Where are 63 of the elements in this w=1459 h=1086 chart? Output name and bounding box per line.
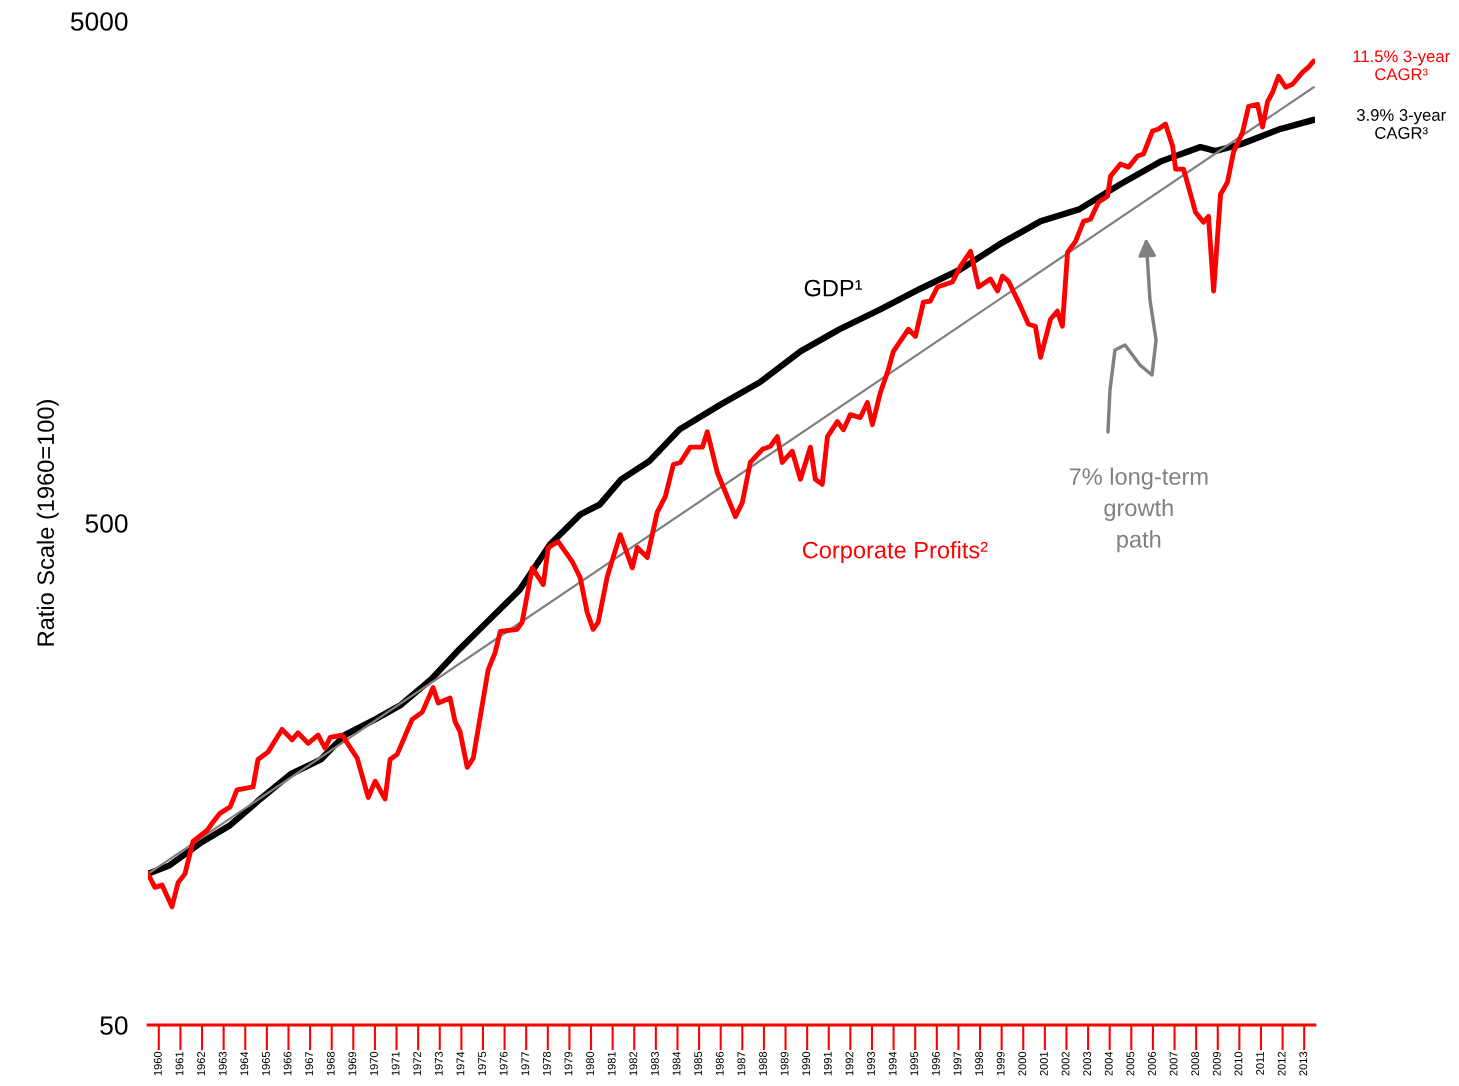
x-tick-label: 1971 (391, 1051, 400, 1076)
x-tick-label: 1969 (348, 1051, 357, 1076)
series-label: GDP¹ (804, 279, 863, 297)
x-tick-label: 2003 (1083, 1051, 1092, 1076)
annotation: 11.5% 3-year CAGR³ (1353, 50, 1450, 81)
x-tick-label: 1967 (305, 1051, 314, 1076)
x-tick-label: 2012 (1277, 1051, 1286, 1076)
x-tick-label: 1986 (715, 1051, 724, 1076)
x-tick-label: 1996 (931, 1051, 940, 1076)
x-tick-label: 1968 (326, 1051, 335, 1076)
x-tick-label: 2000 (1018, 1051, 1027, 1076)
y-axis-title: Ratio Scale (1960=100) (36, 400, 59, 646)
x-tick-label: 1987 (737, 1051, 746, 1076)
x-tick-label: 1997 (953, 1051, 962, 1076)
x-tick-label: 1992 (845, 1051, 854, 1076)
x-tick-label: 2002 (1061, 1051, 1070, 1076)
x-tick-label: 2008 (1191, 1051, 1200, 1076)
x-tick-label: 1994 (888, 1051, 897, 1076)
x-tick-label: 1985 (694, 1051, 703, 1076)
x-tick-label: 2013 (1299, 1051, 1308, 1076)
x-tick-label: 1979 (564, 1051, 573, 1076)
x-tick-label: 2009 (1212, 1051, 1221, 1076)
x-tick-label: 1962 (197, 1051, 206, 1076)
x-tick-label: 2010 (1234, 1051, 1243, 1076)
x-tick-label: 2007 (1169, 1051, 1178, 1076)
x-tick-label: 1982 (629, 1051, 638, 1076)
x-tick-label: 1983 (650, 1051, 659, 1076)
x-tick-label: 1973 (434, 1051, 443, 1076)
x-tick-label: 1977 (521, 1051, 530, 1076)
y-tick-label: 500 (85, 514, 128, 533)
x-tick-label: 1974 (456, 1051, 465, 1076)
x-tick-label: 1978 (542, 1051, 551, 1076)
x-tick-label: 2004 (1104, 1051, 1113, 1076)
text: Corporate Profits² (802, 541, 988, 564)
x-tick-label: 1966 (283, 1051, 292, 1076)
x-tick-label: 1961 (175, 1051, 184, 1076)
annotation: 3.9% 3-year CAGR³ (1356, 109, 1446, 139)
x-tick-label: 1989 (780, 1051, 789, 1076)
x-tick-label: 1995 (910, 1051, 919, 1076)
y-tick-label: 5000 (70, 12, 128, 31)
x-tick-label: 1981 (607, 1051, 616, 1076)
x-tick-label: 2001 (1039, 1051, 1048, 1076)
x-tick-label: 1960 (153, 1051, 162, 1076)
y-tick-label: 50 (100, 1016, 128, 1035)
x-tick-label: 1972 (413, 1051, 422, 1076)
x-tick-label: 1991 (823, 1051, 832, 1076)
x-tick-label: 1980 (586, 1051, 595, 1076)
x-tick-label: 1964 (240, 1051, 249, 1076)
x-tick-label: 1988 (759, 1051, 767, 1076)
x-tick-label: 2011 (1256, 1051, 1264, 1075)
x-tick-label: 1990 (802, 1051, 811, 1076)
x-tick-label: 1965 (261, 1051, 270, 1076)
x-tick-label: 2005 (1126, 1051, 1135, 1076)
x-tick-label: 1984 (672, 1051, 681, 1076)
x-tick-label: 1998 (975, 1051, 984, 1076)
x-tick-label: 1993 (867, 1051, 875, 1076)
text: 7% long-term growth path (1069, 467, 1208, 553)
x-tick-label: 1976 (499, 1051, 508, 1076)
x-tick-label: 1975 (478, 1051, 486, 1076)
x-tick-label: 1963 (218, 1051, 227, 1076)
x-tick-label: 1999 (996, 1051, 1005, 1076)
x-tick-label: 2006 (1148, 1051, 1156, 1076)
x-tick-label: 1970 (370, 1051, 378, 1076)
